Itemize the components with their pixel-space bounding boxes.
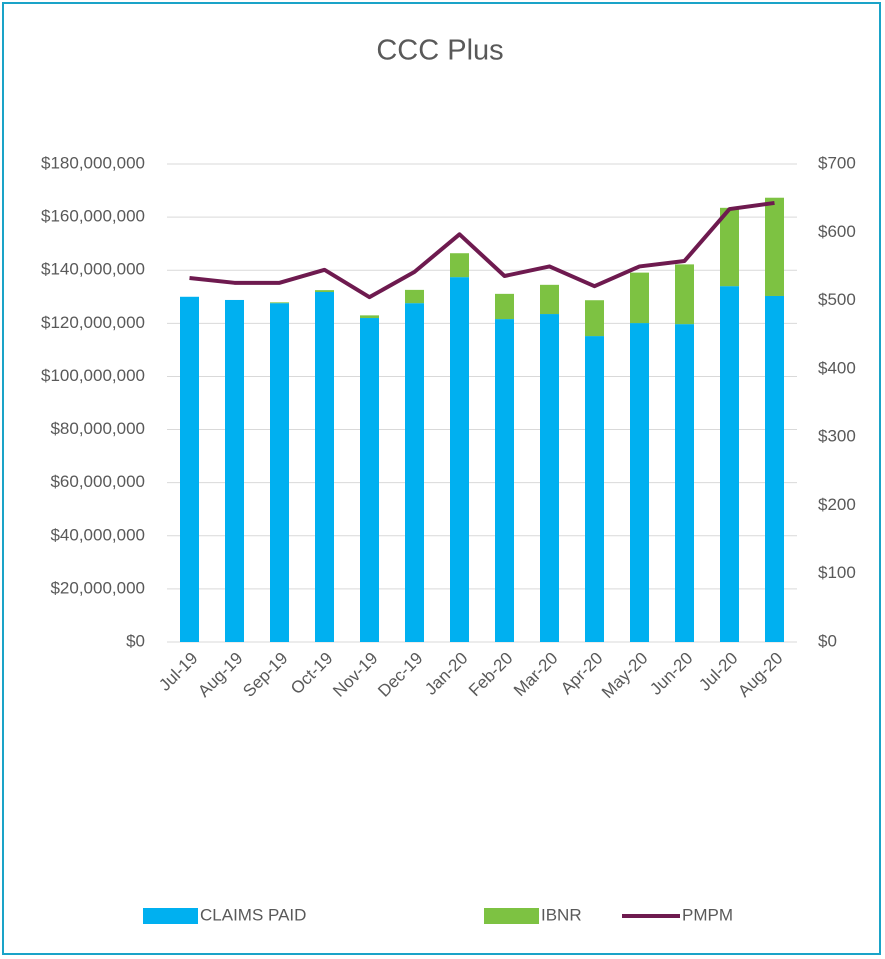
bar-segment	[180, 296, 199, 642]
bar-segment	[585, 336, 604, 642]
bar-segment	[495, 319, 514, 642]
bar-segment	[270, 302, 289, 304]
bar-segment	[450, 253, 469, 278]
bar-segment	[675, 264, 694, 325]
line	[189, 200, 775, 300]
bar-segment	[540, 284, 559, 315]
y2-tick-label: $600	[818, 222, 856, 241]
legend-label: PMPM	[682, 905, 733, 924]
bar-segment	[720, 207, 739, 287]
y-tick-label: $0	[126, 631, 145, 650]
y2-tick-label: $200	[818, 495, 856, 514]
bar-segment	[405, 303, 424, 642]
y-tick-label: $100,000,000	[41, 366, 145, 385]
bar-segment	[315, 291, 334, 642]
y2-tick-label: $0	[818, 631, 837, 650]
y-tick-label: $180,000,000	[41, 153, 145, 172]
legend-label: CLAIMS PAID	[200, 905, 306, 924]
y-tick-label: $40,000,000	[50, 525, 145, 544]
y-tick-label: $140,000,000	[41, 260, 145, 279]
legend-swatch	[143, 908, 198, 924]
bar-segment	[765, 295, 784, 642]
bar-segment	[540, 314, 559, 642]
y-tick-label: $20,000,000	[50, 578, 145, 597]
legend-label: IBNR	[541, 905, 582, 924]
bar-segment	[630, 323, 649, 642]
bar-segment	[450, 277, 469, 642]
bar-segment	[675, 324, 694, 642]
y-tick-label: $160,000,000	[41, 207, 145, 226]
y2-tick-label: $700	[818, 153, 856, 172]
y2-tick-label: $500	[818, 290, 856, 309]
chart-title: CCC Plus	[376, 35, 503, 67]
bar-segment	[270, 303, 289, 642]
y-tick-label: $60,000,000	[50, 472, 145, 491]
bar-segment	[585, 300, 604, 337]
bar-segment	[360, 318, 379, 642]
y-tick-label: $80,000,000	[50, 419, 145, 438]
y-tick-label: $120,000,000	[41, 313, 145, 332]
bar-segment	[495, 293, 514, 320]
y2-tick-label: $400	[818, 358, 856, 377]
bar-segment	[765, 197, 784, 296]
legend-swatch	[484, 908, 539, 924]
bar-segment	[630, 272, 649, 324]
bar-segment	[720, 286, 739, 642]
bar-segment	[360, 315, 379, 319]
bar-segment	[405, 289, 424, 304]
y2-tick-label: $100	[818, 563, 856, 582]
bar-segment	[225, 299, 244, 642]
y2-tick-label: $300	[818, 427, 856, 446]
bar-segment	[315, 290, 334, 292]
